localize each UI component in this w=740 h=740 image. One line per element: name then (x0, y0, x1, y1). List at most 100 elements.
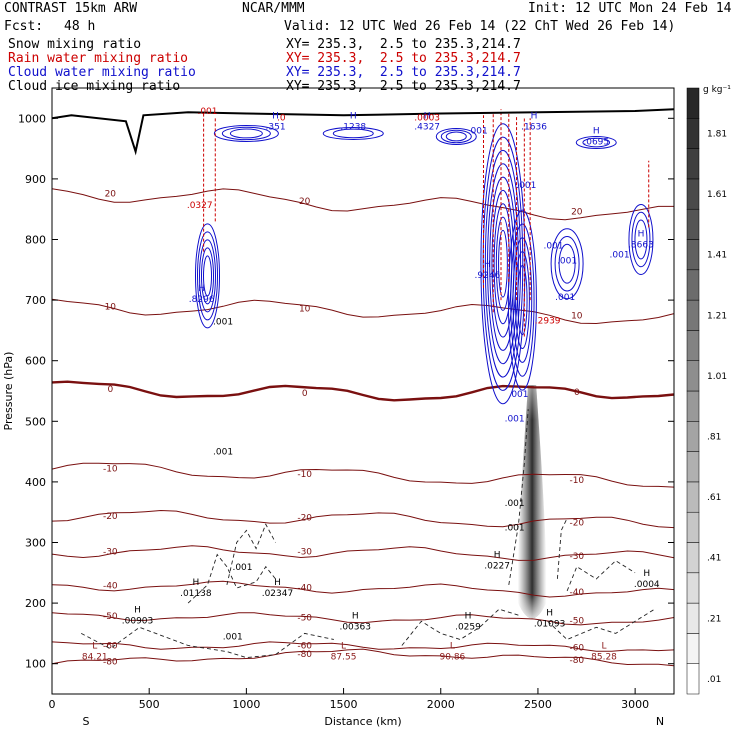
snow-contours (80, 409, 655, 659)
isotherm-label: 20 (105, 189, 117, 199)
colorbar-tick-label: .41 (707, 554, 721, 564)
extrema-value: .1636 (521, 122, 547, 132)
cloud-water-contour-core (487, 163, 519, 365)
x-tick-label: 2000 (427, 698, 455, 711)
colorbar-tick-label: 1.61 (707, 190, 727, 200)
isotherm (51, 509, 675, 529)
colorbar-swatch (686, 572, 700, 604)
cloud-water-contour-east (558, 243, 576, 284)
y-tick-label: 200 (25, 597, 46, 610)
extrema-marker: H (638, 230, 645, 240)
colorbar-units: g kg⁻¹ (703, 85, 731, 95)
colorbar-tick-label: 1.81 (707, 129, 727, 139)
extrema-value: .4327 (414, 122, 440, 132)
y-tick-label: 500 (25, 415, 46, 428)
isotherm (51, 641, 675, 652)
y-tick-label: 400 (25, 476, 46, 489)
colorbar: 1.81 1.61 1.41 1.21 1.01 .81 .61 .41 .21 .01 g kg⁻… (686, 85, 731, 695)
isotherm-label: -10 (103, 464, 118, 474)
colorbar-swatch (686, 87, 700, 119)
axes: 0 500 1000 1500 2000 2500 30001002003004005006… (2, 112, 674, 728)
cloud-water-contour-far-east (634, 219, 648, 260)
contour-label: .001 (543, 242, 563, 252)
cloud-water-contour-core (480, 123, 526, 405)
contour-label: .001 (557, 257, 577, 267)
isotherm-label: -30 (297, 548, 312, 558)
cloud-water-contour-core-east (510, 223, 535, 377)
contour-label: .001 (508, 390, 528, 400)
snow-contour (508, 409, 529, 585)
cloud-water-contour-low (575, 136, 617, 150)
contour-label: .001 (505, 499, 525, 509)
contour-label: .001 (505, 523, 525, 533)
colorbar-swatch (686, 481, 700, 513)
isotherm-label: -50 (103, 612, 118, 622)
isotherm (51, 298, 675, 325)
init-time: Init: 12 UTC Mon 24 Feb 14 (528, 1, 732, 16)
colorbar-swatch (686, 208, 700, 240)
x-axis-label: Distance (km) (324, 715, 401, 728)
contour-label: .001 (232, 563, 252, 573)
isotherm-label: -40 (103, 581, 118, 591)
x-tick-label: 0 (49, 698, 56, 711)
isotherm-label: 0 (302, 389, 308, 399)
cloud-water-contour-core-east (507, 209, 537, 391)
center-title: NCAR/MMM (242, 1, 305, 16)
y-tick-label: 100 (25, 658, 46, 671)
extrema-value: .351 (266, 122, 286, 132)
extrema-value: .00903 (122, 616, 154, 626)
fcst-label: Fcst: (4, 19, 44, 34)
colorbar-swatch (686, 239, 700, 271)
contour-label: .001 (213, 448, 233, 458)
extrema-marker: H (198, 284, 205, 294)
colorbar-tick-label: .81 (707, 432, 721, 442)
field-name-cloud-ice: Cloud ice mixing ratio (8, 79, 181, 94)
isotherm-label: -20 (297, 514, 312, 524)
contour-label: .001 (610, 251, 630, 261)
plot-frame (51, 87, 675, 695)
colorbar-swatch (686, 511, 700, 543)
extrema-value: 84.21 (82, 653, 108, 663)
contour-label: .001 (468, 126, 488, 136)
cloud-water-contour-core-east (517, 264, 528, 336)
field-xy-snow: XY= 235.3, 2.5 to 235.3,214.7 (286, 37, 521, 52)
isotherm-label: -30 (569, 552, 584, 562)
snow-contour (547, 608, 655, 641)
isotherm-label: 0 (107, 385, 113, 395)
colorbar-swatch (686, 269, 700, 301)
isotherm-label: 10 (299, 305, 311, 315)
cloud-water-contour-core (484, 149, 522, 378)
extrema-marker: L (341, 642, 346, 652)
extrema-value: .00363 (339, 622, 371, 632)
field-xy-cloud-water: XY= 235.3, 2.5 to 235.3,214.7 (286, 65, 521, 80)
field-name-rain: Rain water mixing ratio (8, 51, 189, 66)
extrema-value: .0003 (414, 113, 440, 123)
extrema-marker: H (272, 111, 279, 121)
cloud-water-contour-low (440, 129, 472, 144)
isotherm-label: -10 (297, 470, 312, 480)
cloud-water-contour-low (221, 126, 271, 141)
contour-label: .001 (516, 181, 536, 191)
isotherm-label: -80 (297, 650, 312, 660)
cloud-water-contour-east (554, 236, 580, 292)
isotherm-label: 0 (574, 388, 580, 398)
cloud-water-contour-low (229, 128, 263, 139)
terrain-profile (51, 108, 675, 156)
snow-contour (566, 560, 636, 592)
isotherm-label: 20 (571, 207, 583, 217)
extrema-marker: L (450, 642, 455, 652)
isotherm-label: -80 (103, 657, 118, 667)
extrema-value: .0227 (484, 562, 510, 572)
contour-label: .001 (223, 632, 243, 642)
north-label: N (656, 715, 664, 728)
cloud-water-contour-low (322, 126, 384, 140)
extrema-marker: H (531, 111, 538, 121)
isotherm-label: -60 (103, 642, 118, 652)
cloud-water-contour-core (498, 229, 508, 298)
cloud-water-contour-core-east (514, 251, 530, 350)
cloud-water-contour-low (213, 124, 279, 142)
isotherm (51, 380, 675, 402)
extrema-marker: H (352, 611, 359, 621)
isotherm-label: -80 (569, 656, 584, 666)
